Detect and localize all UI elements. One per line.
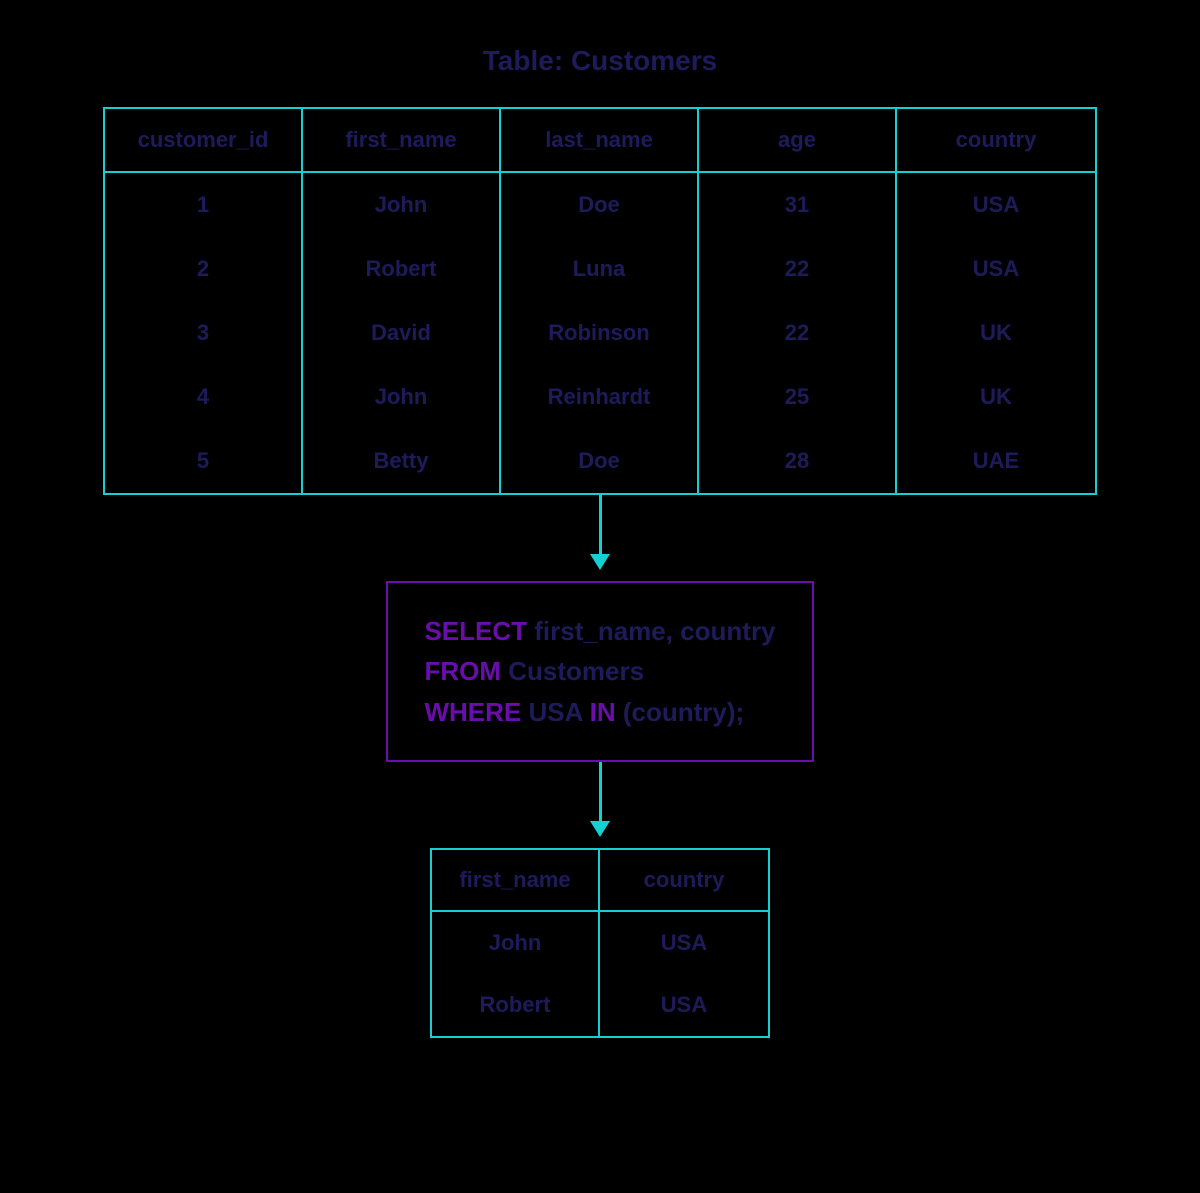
table-cell: John <box>303 365 499 429</box>
sql-keyword: IN <box>590 697 616 727</box>
table-cell: Robert <box>432 974 598 1036</box>
diagram-title: Table: Customers <box>483 45 717 77</box>
table-cell: USA <box>600 974 768 1036</box>
column-header: last_name <box>501 109 697 173</box>
table-cell: Robinson <box>501 301 697 365</box>
table-cell: Doe <box>501 173 697 237</box>
table-cell: 3 <box>105 301 301 365</box>
customers-table: customer_id12345first_nameJohnRobertDavi… <box>103 107 1097 495</box>
query-line: FROM Customers <box>424 651 775 691</box>
query-line: SELECT first_name, country <box>424 611 775 651</box>
table-cell: 4 <box>105 365 301 429</box>
table-cell: UK <box>897 301 1095 365</box>
table-cell: USA <box>897 173 1095 237</box>
arrow-table-to-query <box>590 495 610 581</box>
table-cell: USA <box>897 237 1095 301</box>
table-cell: USA <box>600 912 768 974</box>
sql-text: Customers <box>501 656 644 686</box>
table-cell: 22 <box>699 237 895 301</box>
column-header: first_name <box>432 850 598 912</box>
column-header: age <box>699 109 895 173</box>
sql-keyword: WHERE <box>424 697 521 727</box>
table-cell: 28 <box>699 429 895 493</box>
sql-keyword: FROM <box>424 656 501 686</box>
arrow-query-to-result <box>590 762 610 848</box>
table-cell: Betty <box>303 429 499 493</box>
table-cell: Reinhardt <box>501 365 697 429</box>
table-cell: John <box>432 912 598 974</box>
table-cell: UAE <box>897 429 1095 493</box>
table-cell: 5 <box>105 429 301 493</box>
table-cell: John <box>303 173 499 237</box>
column-header: first_name <box>303 109 499 173</box>
table-cell: UK <box>897 365 1095 429</box>
query-line: WHERE USA IN (country); <box>424 692 775 732</box>
table-cell: David <box>303 301 499 365</box>
table-cell: 2 <box>105 237 301 301</box>
column-header: country <box>897 109 1095 173</box>
table-cell: 31 <box>699 173 895 237</box>
column-header: country <box>600 850 768 912</box>
table-cell: Doe <box>501 429 697 493</box>
table-cell: 25 <box>699 365 895 429</box>
sql-text: (country); <box>616 697 745 727</box>
result-table: first_nameJohnRobertcountryUSAUSA <box>430 848 770 1038</box>
sql-keyword: SELECT <box>424 616 527 646</box>
column-header: customer_id <box>105 109 301 173</box>
sql-query-box: SELECT first_name, countryFROM Customers… <box>386 581 813 762</box>
sql-text: first_name, country <box>527 616 776 646</box>
sql-text: USA <box>521 697 589 727</box>
table-cell: 1 <box>105 173 301 237</box>
table-cell: Luna <box>501 237 697 301</box>
table-cell: Robert <box>303 237 499 301</box>
table-cell: 22 <box>699 301 895 365</box>
